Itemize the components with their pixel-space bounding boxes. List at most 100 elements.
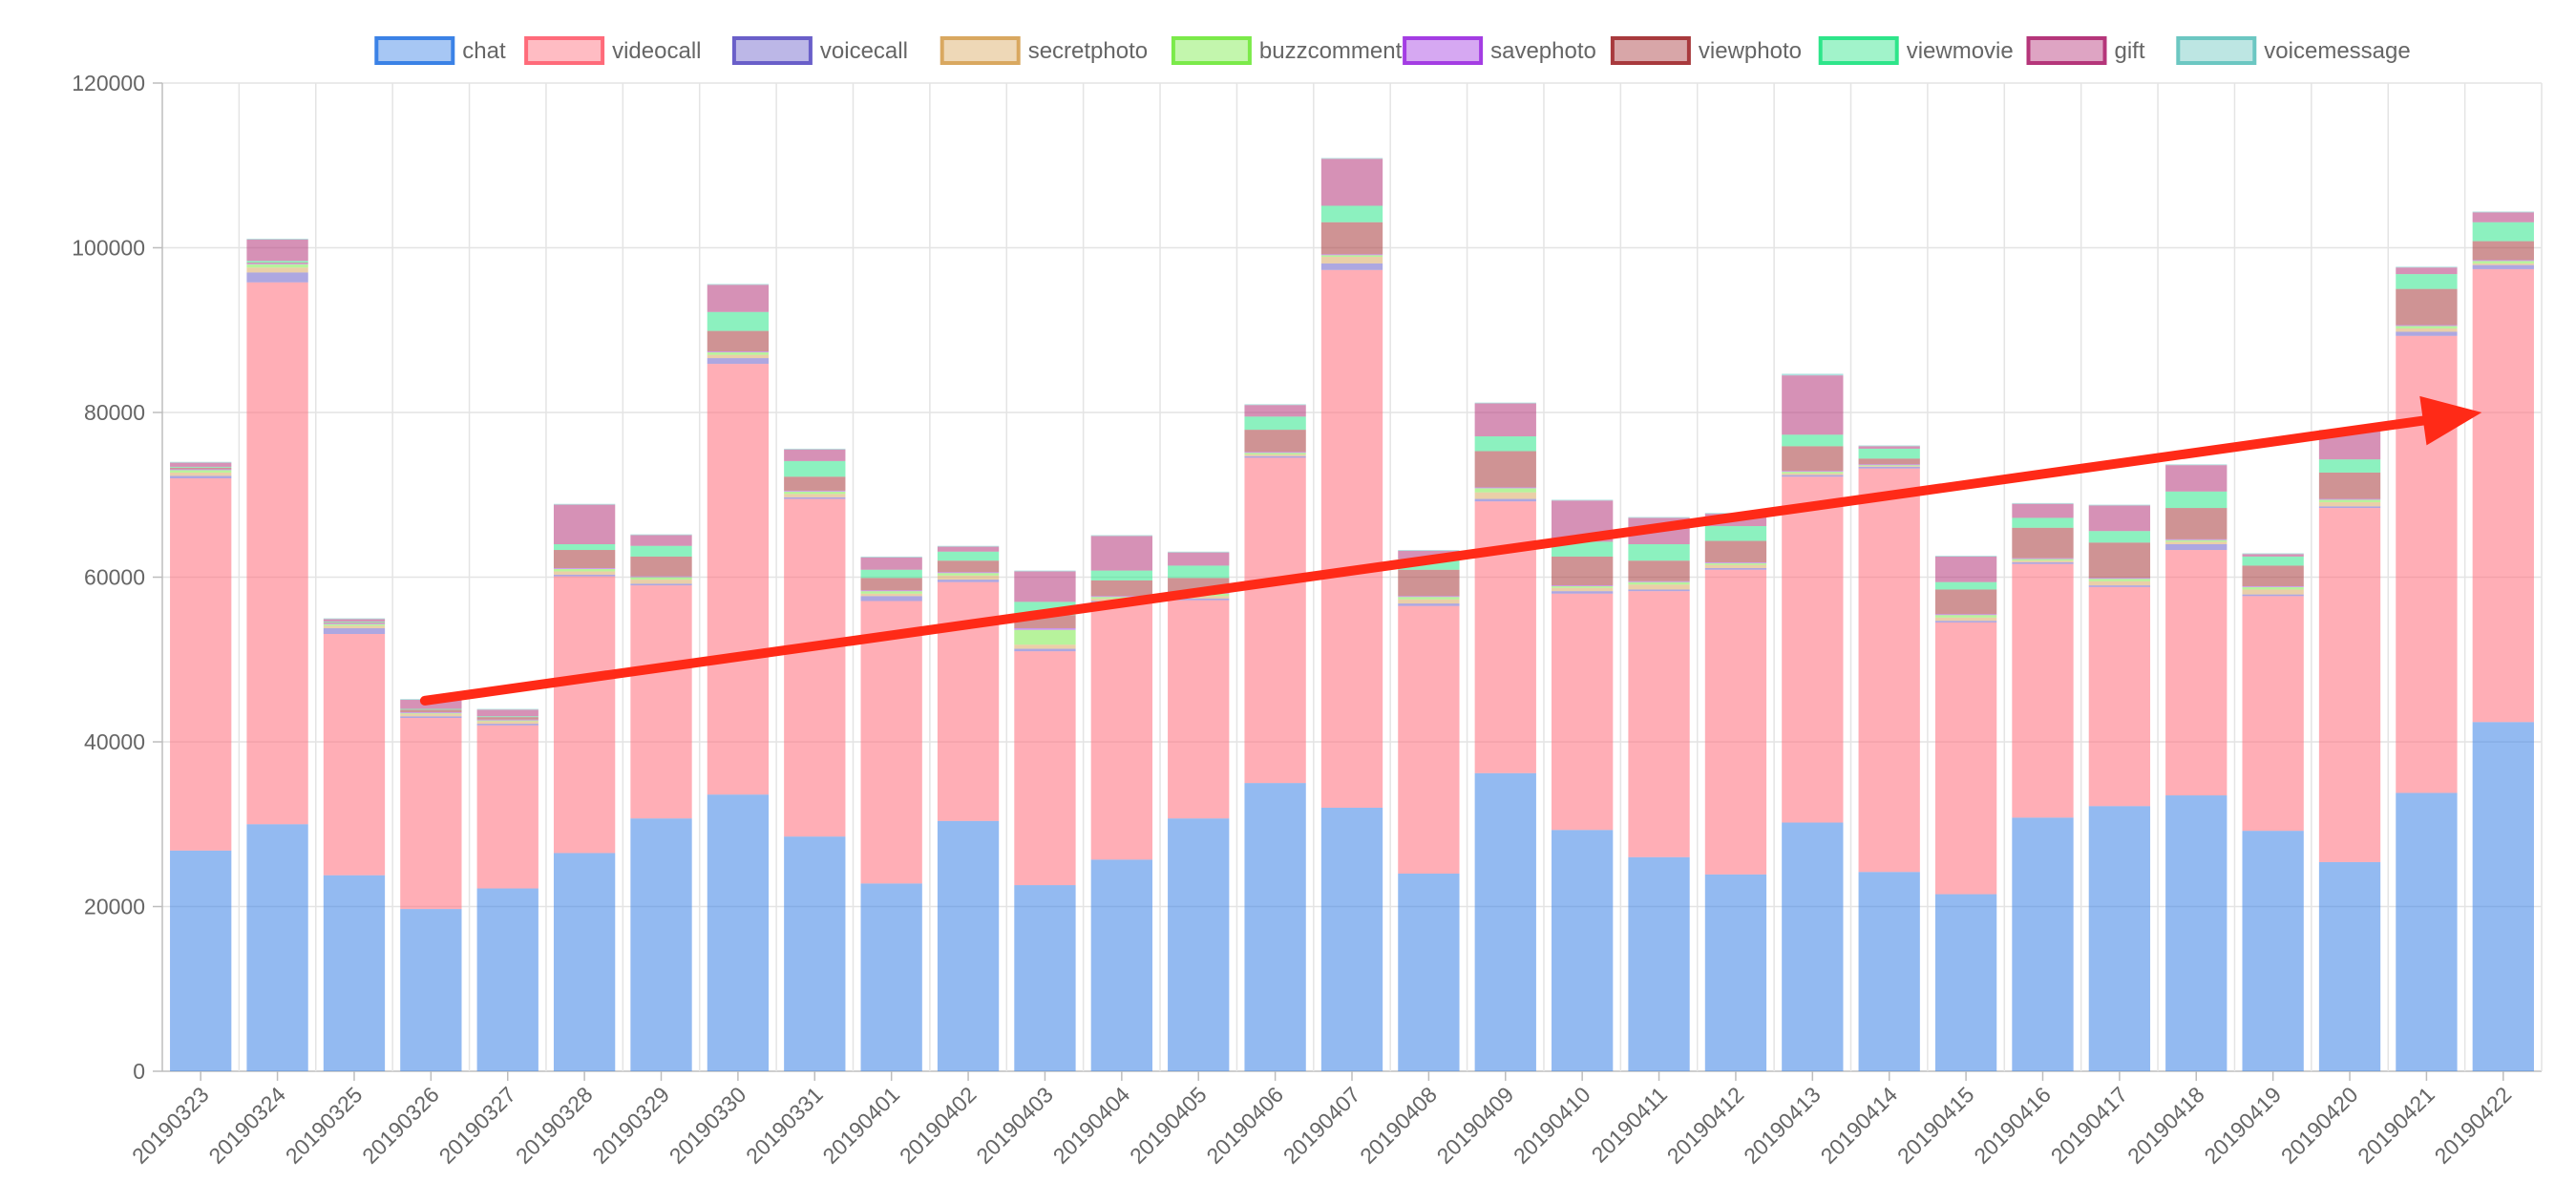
bar-segment-videocall: [400, 717, 462, 910]
legend-item-secretphoto[interactable]: secretphoto: [940, 36, 1148, 65]
legend-label-buzzcomment: buzzcomment: [1259, 38, 1403, 64]
bar-segment-savephoto: [1704, 561, 1767, 563]
x-tick-label: 20190409: [1432, 1082, 1519, 1169]
bar-segment-voicecall: [2242, 594, 2304, 597]
bar-segment-viewphoto: [400, 709, 462, 712]
bar-segment-voicemessage: [1628, 517, 1690, 518]
bar-segment-gift: [1934, 556, 1997, 582]
bar-segment-videocall: [1168, 600, 1230, 819]
bar-segment-viewphoto: [2396, 288, 2458, 326]
bar-segment-viewmovie: [2165, 491, 2228, 509]
bar-segment-savephoto: [2088, 578, 2151, 580]
legend-item-voicemessage[interactable]: voicemessage: [2176, 36, 2411, 65]
bar-segment-secretphoto: [1704, 564, 1767, 569]
bar-segment-voicemessage: [937, 545, 1000, 547]
legend-label-voicecall: voicecall: [820, 38, 908, 64]
bar-segment-chat: [1168, 818, 1230, 1071]
y-tick-label: 100000: [72, 236, 145, 261]
bar-segment-secretphoto: [784, 494, 846, 497]
bar-segment-chat: [400, 909, 462, 1071]
bar-segment-viewmovie: [2012, 517, 2074, 528]
legend-item-viewphoto[interactable]: viewphoto: [1610, 36, 1802, 65]
bar-segment-voicemessage: [553, 503, 616, 505]
bar-stack-20190329: [630, 534, 692, 1071]
bar-stack-20190415: [1934, 556, 1997, 1071]
legend-item-viewmovie[interactable]: viewmovie: [1818, 36, 2014, 65]
bar-segment-secretphoto: [246, 267, 308, 273]
legend-item-voicecall[interactable]: voicecall: [731, 36, 908, 65]
bar-segment-chat: [1090, 859, 1152, 1071]
bar-segment-chat: [2088, 806, 2151, 1071]
bar-segment-secretphoto: [2012, 560, 2074, 562]
bar-segment-secretphoto: [1244, 454, 1306, 456]
bar-segment-savephoto: [476, 719, 538, 721]
bar-segment-gift: [553, 504, 616, 544]
x-tick-label: 20190420: [2276, 1082, 2363, 1169]
bar-segment-viewmovie: [630, 545, 692, 557]
bar-segment-viewmovie: [1244, 416, 1306, 431]
bar-segment-videocall: [784, 498, 846, 837]
bar-segment-secretphoto: [630, 580, 692, 584]
bar-segment-buzzcomment: [1704, 562, 1767, 565]
bar-segment-voicecall: [1244, 455, 1306, 458]
bar-segment-buzzcomment: [2165, 539, 2228, 542]
bar-segment-chat: [1858, 872, 1920, 1071]
legend-item-videocall[interactable]: videocall: [524, 36, 701, 65]
bar-segment-viewphoto: [1244, 430, 1306, 453]
bar-segment-videocall: [323, 634, 386, 876]
bar-segment-videocall: [1320, 269, 1383, 809]
bar-segment-voicemessage: [1934, 556, 1997, 557]
trend-arrow-annotation: [419, 395, 2482, 706]
bar-segment-viewphoto: [1398, 569, 1460, 597]
bar-segment-chat: [2472, 722, 2534, 1071]
bar-segment-secretphoto: [2318, 502, 2381, 507]
bar-stack-20190330: [707, 284, 770, 1071]
bar-segment-viewphoto: [170, 467, 232, 470]
x-tick-label: 20190330: [665, 1082, 751, 1169]
legend-label-viewphoto: viewphoto: [1699, 38, 1802, 64]
bar-segment-chat: [323, 875, 386, 1071]
bar-segment-buzzcomment: [1628, 581, 1690, 585]
bar-segment-viewphoto: [476, 717, 538, 720]
bar-segment-secretphoto: [1858, 466, 1920, 467]
bar-segment-buzzcomment: [1398, 597, 1460, 600]
x-tick-label: 20190401: [817, 1082, 904, 1169]
bar-segment-videocall: [170, 478, 232, 851]
legend-swatch-videocall: [524, 36, 605, 65]
bar-segment-chat: [246, 824, 308, 1071]
bar-segment-viewmovie: [1168, 565, 1230, 579]
bar-segment-savephoto: [400, 711, 462, 713]
legend-item-chat[interactable]: chat: [374, 36, 506, 65]
bar-segment-savephoto: [1398, 596, 1460, 598]
bar-segment-buzzcomment: [2012, 559, 2074, 561]
bar-segment-savephoto: [784, 490, 846, 492]
arrow-head: [2419, 395, 2482, 446]
bar-segment-voicecall: [323, 627, 386, 635]
bar-stack-20190421: [2396, 266, 2458, 1071]
bar-segment-chat: [1474, 772, 1536, 1071]
bar-segment-voicemessage: [1782, 373, 1844, 376]
bar-segment-gift: [860, 557, 922, 570]
bar-segment-chat: [2012, 817, 2074, 1071]
bar-segment-voicemessage: [1398, 550, 1460, 551]
bar-segment-videocall: [1398, 605, 1460, 874]
bar-segment-viewphoto: [1858, 458, 1920, 465]
bar-segment-viewmovie: [2242, 556, 2304, 566]
bar-segment-voicecall: [630, 583, 692, 586]
bar-segment-gift: [2165, 465, 2228, 492]
bar-segment-viewmovie: [1628, 544, 1690, 561]
legend-item-buzzcomment[interactable]: buzzcomment: [1171, 36, 1403, 65]
bar-segment-savephoto: [1090, 596, 1152, 598]
legend-label-viewmovie: viewmovie: [1907, 38, 2014, 64]
legend-item-gift[interactable]: gift: [2026, 36, 2145, 65]
bar-segment-secretphoto: [1552, 587, 1614, 592]
bar-segment-savephoto: [707, 351, 770, 353]
bar-stack-20190420: [2318, 430, 2381, 1071]
bar-segment-secretphoto: [2396, 328, 2458, 332]
x-tick-label: 20190403: [971, 1082, 1058, 1169]
bar-segment-voicemessage: [1552, 499, 1614, 501]
legend-item-savephoto[interactable]: savephoto: [1403, 36, 1596, 65]
x-tick-label: 20190412: [1662, 1082, 1749, 1169]
bar-segment-viewmovie: [784, 460, 846, 477]
